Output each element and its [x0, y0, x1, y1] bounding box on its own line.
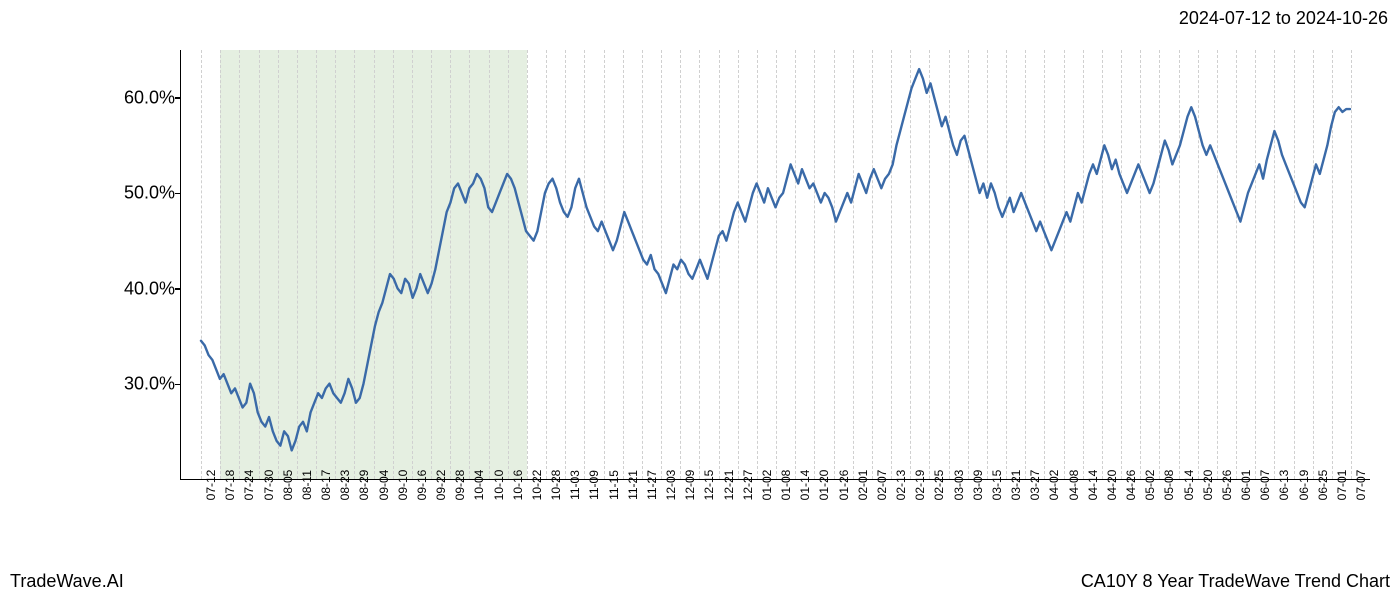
x-tick-label: 03-09 — [971, 470, 985, 501]
footer-title: CA10Y 8 Year TradeWave Trend Chart — [1081, 571, 1390, 592]
x-tick-label: 11-03 — [568, 470, 582, 500]
x-tick-label: 02-07 — [875, 470, 889, 501]
x-tick-label: 04-08 — [1067, 470, 1081, 501]
x-tick-label: 12-21 — [722, 470, 736, 501]
x-tick-label: 09-10 — [396, 470, 410, 501]
x-tick-label: 07-18 — [223, 470, 237, 501]
x-tick-label: 02-19 — [913, 470, 927, 501]
x-tick-label: 05-14 — [1182, 470, 1196, 501]
x-tick-label: 12-27 — [741, 470, 755, 501]
x-tick-label: 05-08 — [1162, 470, 1176, 501]
x-tick-label: 10-04 — [472, 470, 486, 501]
x-tick-label: 07-07 — [1354, 470, 1368, 501]
x-tick-label: 03-21 — [1009, 470, 1023, 501]
x-tick-label: 02-01 — [856, 470, 870, 501]
x-tick-label: 08-23 — [338, 470, 352, 501]
x-tick-label: 02-25 — [932, 470, 946, 501]
x-tick-label: 09-16 — [415, 470, 429, 501]
chart-plot-area — [180, 50, 1370, 480]
x-tick-label: 05-26 — [1220, 470, 1234, 501]
x-tick-label: 06-07 — [1258, 470, 1272, 501]
x-tick-label: 07-12 — [204, 470, 218, 501]
footer-brand: TradeWave.AI — [10, 571, 124, 592]
x-tick-label: 01-02 — [760, 470, 774, 501]
x-tick-label: 11-27 — [645, 470, 659, 500]
y-tick-label: 40.0% — [95, 278, 175, 299]
x-tick-label: 01-26 — [837, 470, 851, 501]
series-path — [201, 69, 1350, 450]
y-tick-label: 30.0% — [95, 374, 175, 395]
x-tick-label: 07-24 — [242, 470, 256, 501]
x-tick-label: 04-02 — [1047, 470, 1061, 501]
x-tick-label: 08-17 — [319, 470, 333, 501]
x-tick-label: 01-20 — [817, 470, 831, 501]
x-tick-label: 05-02 — [1143, 470, 1157, 501]
x-tick-label: 11-21 — [626, 470, 640, 500]
x-tick-label: 10-28 — [549, 470, 563, 501]
x-tick-label: 09-22 — [434, 470, 448, 501]
x-tick-label: 10-10 — [492, 470, 506, 501]
x-tick-label: 04-14 — [1086, 470, 1100, 501]
x-tick-label: 12-03 — [664, 470, 678, 501]
x-tick-label: 09-04 — [377, 470, 391, 501]
y-tick-label: 50.0% — [95, 183, 175, 204]
x-tick-label: 12-15 — [702, 470, 716, 501]
x-tick-label: 03-15 — [990, 470, 1004, 501]
x-tick-label: 07-01 — [1335, 470, 1349, 501]
x-tick-label: 05-20 — [1201, 470, 1215, 501]
x-tick-label: 08-29 — [357, 470, 371, 501]
x-tick-label: 06-01 — [1239, 470, 1253, 501]
x-tick-label: 06-19 — [1297, 470, 1311, 501]
x-tick-label: 03-03 — [952, 470, 966, 501]
x-tick-label: 04-26 — [1124, 470, 1138, 501]
x-tick-label: 06-13 — [1277, 470, 1291, 501]
x-tick-label: 01-08 — [779, 470, 793, 501]
x-tick-label: 10-16 — [511, 470, 525, 501]
y-tick-label: 60.0% — [95, 87, 175, 108]
x-tick-label: 06-25 — [1316, 470, 1330, 501]
x-tick-label: 08-11 — [300, 470, 314, 500]
x-tick-label: 11-15 — [607, 470, 621, 500]
date-range-label: 2024-07-12 to 2024-10-26 — [1179, 8, 1388, 29]
x-tick-label: 10-22 — [530, 470, 544, 501]
x-tick-label: 12-09 — [683, 470, 697, 501]
x-tick-label: 07-30 — [262, 470, 276, 501]
x-tick-label: 01-14 — [798, 470, 812, 501]
x-tick-label: 04-20 — [1105, 470, 1119, 501]
x-tick-label: 03-27 — [1028, 470, 1042, 501]
x-tick-label: 08-05 — [281, 470, 295, 501]
x-tick-label: 11-09 — [587, 470, 601, 500]
x-tick-label: 02-13 — [894, 470, 908, 501]
x-tick-label: 09-28 — [453, 470, 467, 501]
line-series — [181, 50, 1370, 479]
